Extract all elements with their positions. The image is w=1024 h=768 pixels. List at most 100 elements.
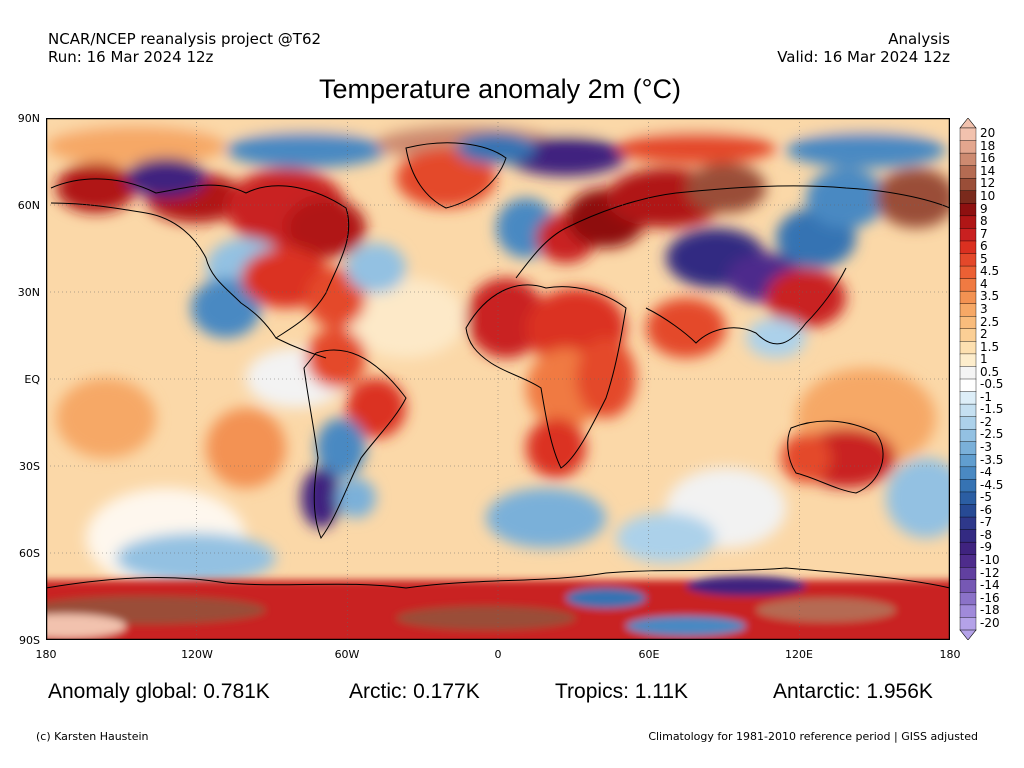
header-left: NCAR/NCEP reanalysis project @T62 Run: 1…	[48, 30, 321, 66]
colorbar-swatch	[959, 416, 977, 430]
colorbar-swatch	[959, 491, 977, 506]
colorbar-tick-label: -3.5	[980, 452, 1004, 467]
map-title: Temperature anomaly 2m (°C)	[319, 74, 681, 104]
colorbar-swatch	[959, 253, 977, 267]
lat-label: 30S	[19, 460, 40, 473]
colorbar-swatch	[959, 403, 977, 418]
colorbar-swatch	[959, 579, 977, 593]
colorbar-tick-label: -2.5	[980, 427, 1004, 442]
lon-label: 180	[35, 648, 57, 661]
colorbar-swatch	[959, 366, 977, 380]
climatology-note: Climatology for 1981-2010 reference peri…	[648, 730, 978, 743]
lat-label: 90N	[17, 112, 40, 125]
colorbar-swatch	[959, 454, 977, 468]
colorbar-tick-label: -1.5	[980, 402, 1004, 417]
colorbar-swatch	[959, 541, 977, 556]
colorbar-tick-label: 5	[980, 251, 988, 266]
colorbar-tick-label: 1.5	[980, 339, 1000, 354]
colorbar-swatch	[959, 592, 977, 606]
lat-label: 30N	[17, 286, 40, 299]
lon-label: 180	[939, 648, 961, 661]
antarctic-anomaly: Antarctic: 1.956K	[773, 680, 933, 703]
colorbar	[959, 118, 977, 640]
colorbar-tick-label: 3	[980, 301, 988, 316]
coastlines	[46, 142, 950, 589]
colorbar-swatch	[959, 240, 977, 254]
colorbar-swatch	[959, 152, 977, 167]
colorbar-tick-label: -12	[980, 565, 1000, 580]
colorbar-max-arrow	[959, 118, 977, 129]
colorbar-swatch	[959, 303, 977, 317]
colorbar-swatch	[959, 529, 977, 543]
colorbar-tick-label: 7	[980, 226, 988, 241]
colorbar-tick-label: -16	[980, 590, 1000, 605]
colorbar-tick-label: -0.5	[980, 377, 1004, 392]
colorbar-tick-label: -5	[980, 490, 992, 505]
arctic-anomaly: Arctic: 0.177K	[349, 680, 480, 703]
colorbar-tick-label: 0.5	[980, 364, 1000, 379]
colorbar-swatch	[959, 516, 977, 531]
colorbar-tick-label: -9	[980, 540, 992, 555]
colorbar-swatch	[959, 604, 977, 618]
colorbar-tick-label: -14	[980, 578, 1000, 593]
colorbar-tick-label: 1	[980, 352, 988, 367]
colorbar-swatch	[959, 265, 977, 280]
colorbar-swatch	[959, 290, 977, 305]
colorbar-tick-label: 2.5	[980, 314, 1000, 329]
colorbar-swatch	[959, 165, 977, 179]
colorbar-swatch	[959, 316, 977, 330]
analysis-label: Analysis	[888, 30, 950, 48]
colorbar-swatch	[959, 341, 977, 355]
colorbar-tick-label: 4.5	[980, 264, 1000, 279]
map-frame	[46, 118, 950, 640]
colorbar-tick-label: -4.5	[980, 477, 1004, 492]
tropics-anomaly: Tropics: 1.11K	[555, 680, 689, 703]
lon-label: 120W	[181, 648, 213, 661]
colorbar-tick-label: -7	[980, 515, 992, 530]
colorbar-tick-label: 14	[980, 163, 996, 178]
colorbar-swatch	[959, 378, 977, 393]
colorbar-tick-label: -3	[980, 440, 992, 455]
colorbar-tick-label: 3.5	[980, 289, 1000, 304]
run-label: Run: 16 Mar 2024 12z	[48, 48, 214, 66]
colorbar-tick-label: -8	[980, 527, 992, 542]
colorbar-swatch	[959, 617, 977, 631]
lat-label: EQ	[24, 373, 40, 386]
lon-label: 0	[494, 648, 502, 661]
colorbar-swatch	[959, 228, 977, 242]
colorbar-tick-label: -2	[980, 414, 992, 429]
colorbar-tick-label: 10	[980, 189, 996, 204]
lon-label: 120E	[785, 648, 813, 661]
colorbar-swatch	[959, 429, 977, 443]
global-anomaly: Anomaly global: 0.781K	[48, 680, 270, 703]
lat-label: 60S	[19, 547, 40, 560]
lat-label: 60N	[17, 199, 40, 212]
colorbar-tick-label: -4	[980, 465, 992, 480]
colorbar-tick-label: 9	[980, 201, 988, 216]
colorbar-swatch	[959, 328, 977, 342]
model-label: NCAR/NCEP reanalysis project @T62	[48, 30, 322, 48]
colorbar-swatch	[959, 479, 977, 493]
colorbar-swatch	[959, 391, 977, 405]
colorbar-tick-label: 8	[980, 214, 988, 229]
colorbar-tick-label: 16	[980, 151, 996, 166]
anomaly-field	[46, 118, 950, 588]
colorbar-swatch	[959, 567, 977, 581]
colorbar-swatch	[959, 353, 977, 367]
colorbar-tick-label: 18	[980, 138, 996, 153]
colorbar-swatch	[959, 466, 977, 480]
header-right: Analysis Valid: 16 Mar 2024 12z	[777, 30, 950, 66]
colorbar-tick-label: -6	[980, 502, 992, 517]
lon-label: 60E	[638, 648, 660, 661]
colorbar-tick-label: 4	[980, 276, 988, 291]
lat-label: 90S	[19, 634, 40, 647]
colorbar-tick-label: -10	[980, 552, 1000, 567]
colorbar-swatch	[959, 140, 977, 154]
colorbar-swatch	[959, 203, 977, 217]
temperature-anomaly-map	[46, 118, 950, 640]
copyright: (c) Karsten Haustein	[36, 730, 149, 743]
colorbar-min-arrow	[959, 629, 977, 640]
colorbar-tick-label: 6	[980, 239, 988, 254]
colorbar-swatch	[959, 278, 977, 292]
colorbar-swatch	[959, 127, 977, 142]
